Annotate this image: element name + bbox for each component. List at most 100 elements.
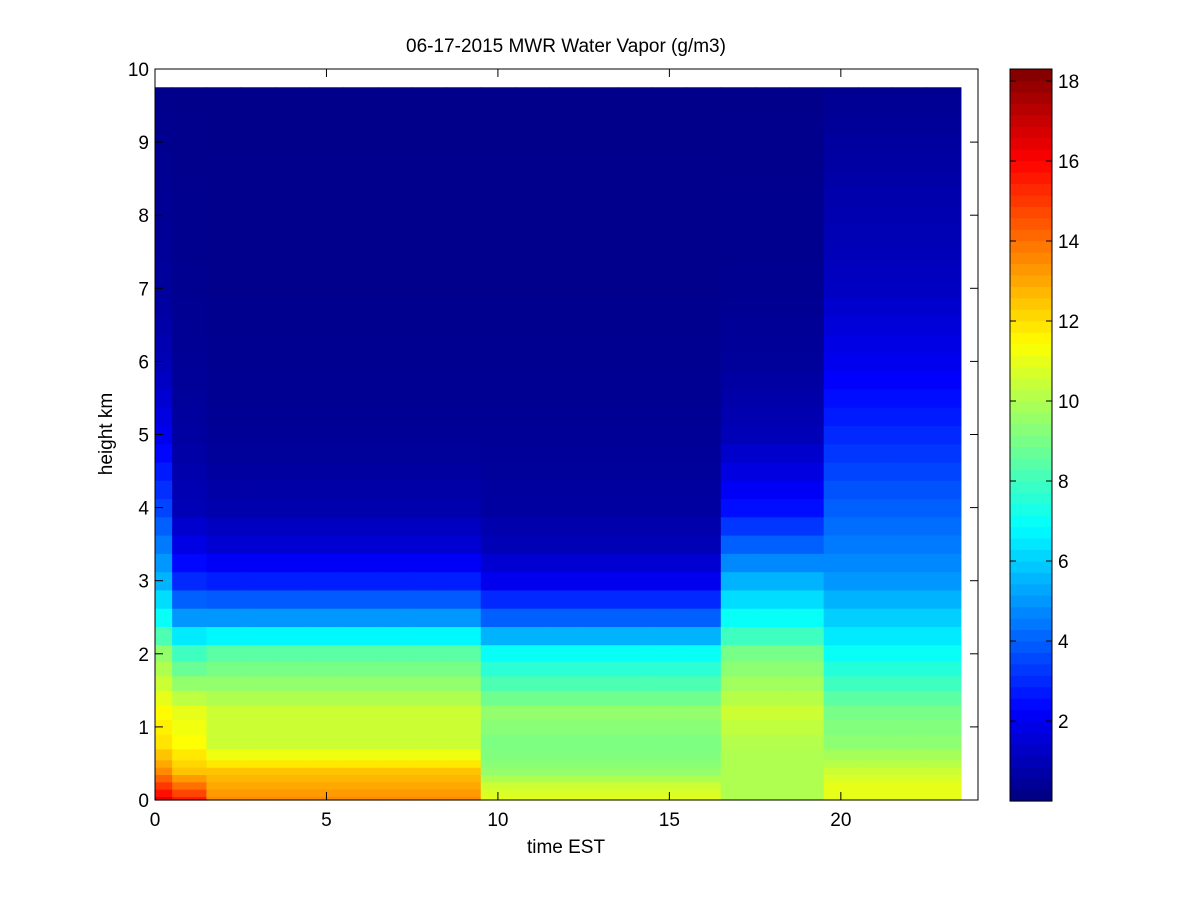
colorbar-segment [1010,526,1052,539]
heatmap-cell [686,759,722,768]
colorbar-segment [1010,480,1052,493]
heatmap-cell [755,224,790,244]
heatmap-cell [926,498,962,518]
heatmap-cell [617,734,653,750]
heatmap-cell [377,224,413,244]
heatmap-cell [172,704,208,721]
heatmap-cell [377,96,413,116]
heatmap-cell [515,461,550,481]
heatmap-cell [789,206,825,225]
heatmap-cell [583,644,619,662]
colorbar-segment [1010,675,1052,688]
heatmap-cell [446,767,482,776]
colorbar-segment [1010,698,1052,711]
heatmap-cell [309,96,345,116]
heatmap-cell [926,187,962,207]
heatmap-cell [206,480,242,500]
heatmap-cell [343,767,379,776]
heatmap-cell [755,644,790,662]
heatmap-cell [617,151,653,171]
heatmap-cell [583,789,619,797]
heatmap-cell [652,589,688,609]
heatmap-cell [789,151,825,171]
heatmap-cell [789,169,825,189]
heatmap-cell [172,169,208,189]
heatmap-cell [926,87,962,98]
heatmap-cell [720,553,756,573]
heatmap-cell [926,279,962,299]
heatmap-cell [652,690,688,706]
colorbar-segment [1010,366,1052,379]
heatmap-cell [549,407,585,426]
heatmap-cell [549,789,585,797]
heatmap-cell [515,169,550,189]
heatmap-cell [583,719,619,735]
heatmap-cell [652,759,688,768]
colorbar-gradient [1010,69,1052,802]
heatmap-cell [172,224,208,244]
heatmap-cell [343,425,379,445]
heatmap-cell [412,781,448,790]
heatmap-cell [755,719,790,735]
heatmap-cell [789,461,825,481]
heatmap-cell [446,242,482,262]
heatmap-cell [926,704,962,721]
heatmap-cell [720,498,756,518]
heatmap-cell [240,224,276,244]
heatmap-cell [446,206,482,225]
heatmap-cell [480,748,516,761]
heatmap-cell [686,571,722,591]
heatmap-cell [240,333,276,353]
heatmap-cell [515,370,550,390]
heatmap-cell [240,169,276,189]
heatmap-cell [926,796,962,801]
colorbar-segment [1010,743,1052,756]
heatmap-cell [155,352,173,372]
heatmap-cell [206,132,242,152]
heatmap-cell [377,425,413,445]
heatmap-cell [275,407,310,426]
heatmap-cell [857,589,893,609]
heatmap-cell [343,704,379,721]
heatmap-cell [343,480,379,500]
heatmap-cell [686,352,722,372]
colorbar-tick-label: 2 [1058,712,1069,733]
heatmap-cell [446,644,482,662]
heatmap-cell [480,704,516,721]
heatmap-cell [275,352,310,372]
heatmap-cell [652,132,688,152]
heatmap-cell [823,96,859,116]
heatmap-cell [515,352,550,372]
heatmap-cell [755,661,790,677]
heatmap-cell [755,789,790,797]
heatmap-cell [720,748,756,761]
heatmap-cell [823,169,859,189]
heatmap-cell [549,297,585,317]
heatmap-cells [155,87,962,801]
heatmap-cell [549,388,585,408]
heatmap-cell [172,781,208,790]
heatmap-cell [652,480,688,500]
heatmap-cell [275,675,310,691]
heatmap-cell [275,734,310,750]
heatmap-cell [823,719,859,735]
heatmap-cell [275,661,310,677]
heatmap-cell [446,352,482,372]
heatmap-cell [686,151,722,171]
heatmap-cell [309,553,345,573]
heatmap-cell [686,132,722,152]
heatmap-cell [720,589,756,609]
heatmap-cell [720,690,756,706]
heatmap-cell [377,759,413,768]
heatmap-cell [857,87,893,98]
heatmap-cell [857,498,893,518]
heatmap-cell [617,242,653,262]
heatmap-cell [755,297,790,317]
heatmap-cell [823,589,859,609]
colorbar-segment [1010,435,1052,448]
heatmap-cell [343,114,379,134]
heatmap-cell [343,498,379,518]
colorbar-segment [1010,183,1052,196]
heatmap-cell [155,767,173,776]
heatmap-cell [480,734,516,750]
